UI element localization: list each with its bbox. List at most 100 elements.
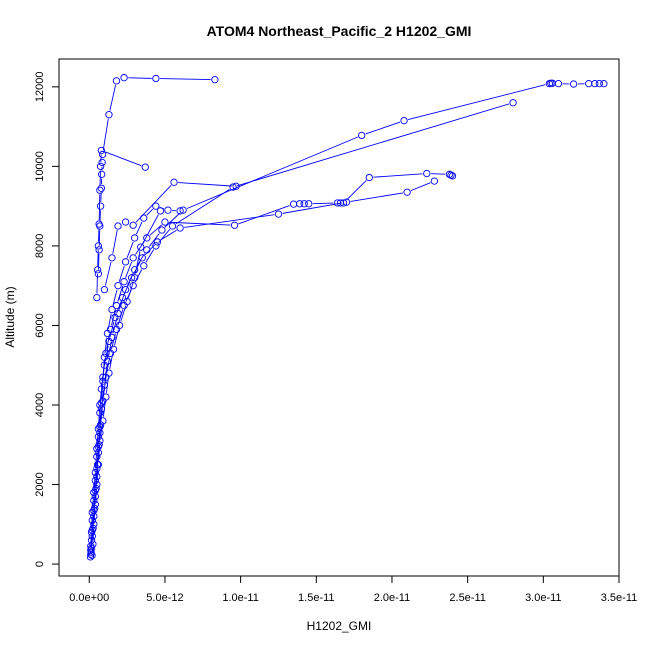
series-segment bbox=[164, 212, 181, 228]
series-segment bbox=[282, 202, 343, 214]
y-tick-label: 4000 bbox=[34, 393, 46, 417]
data-point bbox=[289, 200, 298, 208]
data-point bbox=[94, 460, 103, 469]
series-segment bbox=[346, 180, 367, 201]
series-segment bbox=[146, 208, 154, 216]
x-axis: 0.0e+00 5.0e-12 1.0e-11 1.5e-11 2.0e-11 2.5e-… bbox=[69, 575, 638, 604]
data-point bbox=[108, 333, 116, 342]
data-point bbox=[102, 393, 110, 401]
series-segment bbox=[109, 84, 117, 111]
data-point bbox=[96, 202, 105, 210]
series-segment bbox=[365, 121, 401, 135]
series-segment bbox=[126, 241, 134, 259]
series-segment bbox=[134, 269, 143, 283]
series-segment bbox=[127, 281, 134, 298]
series bbox=[87, 177, 439, 558]
data-point bbox=[156, 207, 165, 215]
series bbox=[94, 74, 219, 278]
series-segment bbox=[118, 265, 125, 282]
data-point bbox=[98, 158, 106, 167]
series-segment bbox=[136, 221, 143, 235]
y-tick-label: 0 bbox=[34, 561, 46, 567]
data-point bbox=[274, 210, 283, 218]
series-segment bbox=[410, 182, 431, 192]
series-segment bbox=[100, 424, 103, 437]
series-segment bbox=[312, 202, 334, 205]
series-segment bbox=[123, 281, 131, 294]
series-segment bbox=[95, 488, 97, 501]
series bbox=[100, 178, 240, 294]
plot-frame bbox=[58, 58, 620, 577]
data-point bbox=[112, 77, 121, 85]
data-point bbox=[358, 131, 366, 140]
data-point bbox=[121, 258, 130, 266]
series-segment bbox=[107, 313, 112, 330]
data-point bbox=[137, 243, 145, 251]
series-segment bbox=[158, 228, 171, 243]
data-point bbox=[131, 274, 139, 282]
data-point bbox=[95, 220, 103, 228]
series-segment bbox=[104, 337, 108, 354]
series-segment bbox=[118, 293, 125, 310]
series-segment bbox=[116, 301, 122, 314]
series-segment bbox=[114, 329, 119, 346]
series-segment bbox=[238, 205, 290, 225]
series-layer bbox=[86, 74, 608, 561]
series-segment bbox=[102, 401, 106, 417]
series-segment bbox=[142, 214, 159, 244]
series-segment bbox=[160, 78, 211, 81]
data-point bbox=[300, 200, 308, 208]
data-point bbox=[91, 500, 99, 509]
data-point bbox=[140, 262, 148, 270]
data-point bbox=[585, 80, 593, 88]
series-segment bbox=[92, 504, 94, 517]
data-point bbox=[176, 224, 184, 232]
series-segment bbox=[145, 249, 155, 263]
y-tick-label: 12000 bbox=[34, 72, 46, 103]
data-point bbox=[295, 200, 304, 208]
chart-title: ATOM4 Northeast_Pacific_2 H1202_GMI bbox=[207, 23, 472, 39]
series-segment bbox=[107, 341, 112, 358]
x-tick-label: 1.0e-11 bbox=[222, 592, 259, 604]
data-point bbox=[94, 242, 103, 250]
series-segment bbox=[91, 532, 94, 545]
data-point bbox=[179, 206, 187, 214]
data-point bbox=[129, 221, 137, 229]
series-segment bbox=[97, 448, 100, 461]
series-segment bbox=[92, 512, 95, 525]
data-point bbox=[127, 274, 136, 282]
data-point bbox=[554, 80, 563, 88]
data-point bbox=[152, 242, 160, 250]
data-point bbox=[152, 74, 160, 83]
data-point bbox=[100, 286, 109, 294]
series-segment bbox=[92, 528, 95, 541]
data-point bbox=[93, 266, 102, 274]
x-tick-label: 3.5e-11 bbox=[601, 592, 638, 604]
y-tick-label: 6000 bbox=[34, 313, 46, 337]
series-segment bbox=[96, 273, 98, 294]
x-tick-label: 0.0e+00 bbox=[69, 592, 109, 604]
series-segment bbox=[178, 182, 232, 187]
data-point bbox=[98, 170, 106, 178]
data-point bbox=[129, 254, 137, 262]
data-point bbox=[96, 437, 104, 445]
series-segment bbox=[98, 429, 101, 441]
series-segment bbox=[136, 253, 145, 267]
y-axis-label: Altitude (m) bbox=[3, 286, 17, 347]
series-segment bbox=[128, 77, 152, 79]
data-point bbox=[423, 169, 431, 178]
data-point bbox=[141, 163, 149, 171]
data-point bbox=[99, 417, 107, 425]
data-point bbox=[93, 453, 101, 461]
series bbox=[87, 99, 517, 552]
data-point bbox=[109, 345, 118, 353]
data-point bbox=[93, 293, 101, 302]
data-point bbox=[93, 464, 101, 473]
series-segment bbox=[350, 192, 404, 202]
data-point bbox=[90, 496, 98, 505]
data-point bbox=[97, 184, 106, 192]
x-tick-label: 5.0e-12 bbox=[146, 592, 183, 604]
series-segment bbox=[149, 224, 163, 236]
series-segment bbox=[373, 173, 423, 178]
series-segment bbox=[112, 289, 118, 306]
